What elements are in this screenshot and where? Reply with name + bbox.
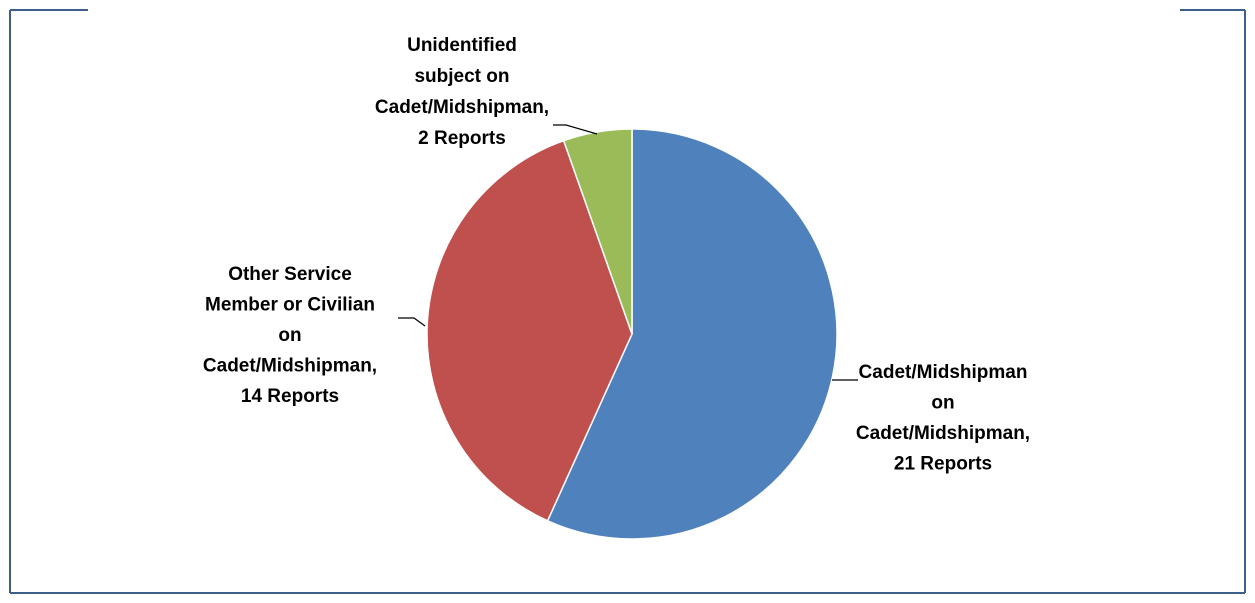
leader-lines xyxy=(398,124,858,381)
pie-slice xyxy=(562,128,633,335)
data-label: 14 Reports xyxy=(241,386,339,407)
data-label: Unidentified xyxy=(407,35,517,56)
data-label: Member or Civilian xyxy=(205,295,375,316)
data-label: 21 Reports xyxy=(894,454,992,475)
data-label: 2 Reports xyxy=(418,128,506,149)
frame xyxy=(9,9,1246,594)
data-label: on xyxy=(278,325,301,346)
data-label: on xyxy=(931,393,954,414)
pie-slice xyxy=(546,128,838,540)
data-label: subject on xyxy=(414,66,509,87)
data-label: Cadet/Midshipman, xyxy=(856,423,1030,444)
pie-slice xyxy=(426,139,633,522)
data-label: Cadet/Midshipman, xyxy=(203,356,377,377)
data-label: Cadet/Midshipman, xyxy=(375,97,549,118)
data-label: Other Service xyxy=(228,264,352,285)
data-label: Cadet/Midshipman xyxy=(859,362,1028,383)
